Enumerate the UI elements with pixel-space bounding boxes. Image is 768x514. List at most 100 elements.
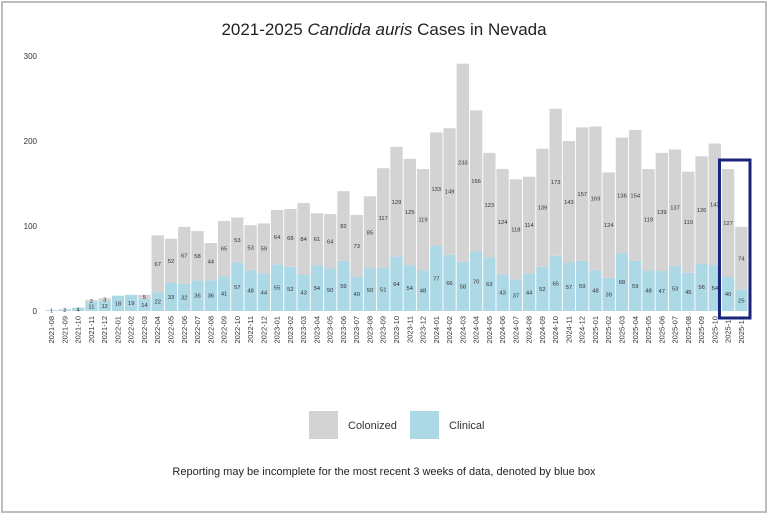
bar-clinical	[456, 261, 469, 311]
bar-colonized	[469, 110, 483, 252]
bar-label-colonized: 169	[591, 196, 601, 202]
bar-colonized	[708, 143, 722, 266]
bar-label-clinical: 55	[274, 286, 280, 292]
bar-label-colonized: 68	[287, 236, 293, 242]
legend: Colonized Clinical	[309, 411, 484, 439]
bar-clinical	[483, 257, 496, 311]
legend-label: Clinical	[449, 420, 484, 432]
bar-colonized	[284, 209, 297, 267]
bar-label-colonized: 139	[538, 206, 548, 212]
y-tick-label: 300	[24, 52, 38, 61]
bar-colonized	[562, 141, 576, 263]
bar-label-colonized: 136	[617, 193, 627, 199]
bar-label-colonized: 125	[405, 210, 415, 216]
bar-colonized	[310, 213, 324, 266]
bar-label-clinical: 41	[221, 292, 227, 298]
bar-label-colonized: 53	[234, 238, 240, 244]
bar-label-clinical: 52	[287, 287, 293, 293]
bar-colonized	[151, 235, 164, 293]
bar-clinical	[615, 253, 629, 311]
x-tick-label: 2023-11	[405, 316, 414, 343]
x-tick-label: 2025-06	[657, 316, 666, 344]
bar-clinical	[522, 273, 536, 311]
bar-clinical	[642, 270, 655, 311]
bar-label-clinical: 63	[486, 282, 492, 288]
x-tick-label: 2023-07	[352, 316, 361, 344]
bar-label-colonized: 84	[300, 237, 307, 243]
x-tick-label: 2025-10	[710, 316, 719, 344]
x-tick-label: 2024-01	[432, 316, 441, 344]
bar-colonized	[270, 209, 284, 265]
bar-colonized	[536, 148, 549, 267]
bar-label-colonized: 74	[738, 256, 745, 262]
bar-clinical	[204, 280, 217, 311]
bar-label-clinical: 48	[247, 289, 253, 295]
bar-label-colonized: 129	[392, 200, 402, 206]
bar-clinical	[244, 270, 257, 311]
bar-label-colonized: 5	[143, 295, 146, 301]
bar-label-colonized: 127	[723, 221, 733, 227]
bar-clinical	[71, 307, 85, 311]
bar-colonized	[178, 226, 191, 284]
x-tick-label: 2023-01	[273, 316, 282, 344]
x-tick-label: 2024-04	[472, 316, 481, 344]
bar-label-colonized: 124	[498, 220, 508, 226]
bar-label-colonized: 67	[181, 253, 187, 259]
bar-label-colonized: 137	[670, 206, 680, 212]
x-tick-label: 2025-05	[644, 316, 653, 344]
bar-label-clinical: 1	[50, 309, 53, 315]
x-tick-label: 2022-05	[167, 316, 176, 344]
bar-colonized	[297, 203, 310, 275]
bar-colonized	[589, 126, 602, 271]
bar-clinical	[403, 265, 416, 311]
x-tick-label: 2022-08	[206, 316, 215, 344]
bar-clinical	[217, 276, 231, 311]
bar-label-clinical: 39	[605, 292, 611, 298]
bar-label-colonized: 59	[261, 247, 267, 253]
bar-colonized	[416, 169, 430, 271]
bar-clinical	[509, 279, 523, 311]
bar-label-colonized: 143	[564, 200, 574, 206]
bar-label-colonized: 61	[314, 237, 320, 243]
x-tick-label: 2022-01	[113, 316, 122, 344]
x-tick-label: 2024-07	[511, 316, 520, 344]
x-tick-label: 2025-08	[684, 316, 693, 344]
bar-clinical	[602, 277, 615, 311]
bar-label-clinical: 70	[473, 279, 479, 285]
y-axis: 0 100 200 300	[24, 52, 38, 316]
x-tick-label: 2023-12	[419, 316, 428, 344]
chart-title: 2021-2025 Candida auris Cases in Nevada	[221, 20, 547, 39]
x-tick-label: 2025-02	[604, 316, 613, 344]
bar-clinical	[589, 270, 602, 311]
bar-clinical	[58, 309, 72, 311]
bar-label-colonized: 157	[577, 192, 587, 198]
x-tick-label: 2025-12	[737, 316, 746, 344]
bar-clinical	[682, 272, 695, 311]
bar-label-clinical: 48	[592, 289, 598, 295]
x-tick-label: 2024-11	[564, 316, 573, 343]
bar-label-colonized: 133	[431, 187, 441, 193]
bar-label-clinical: 37	[513, 293, 519, 299]
bar-label-clinical: 50	[367, 288, 373, 294]
chart-note: Reporting may be incomplete for the most…	[172, 466, 596, 478]
bar-colonized	[443, 128, 456, 255]
x-tick-label: 2022-10	[233, 316, 242, 344]
bar-label-clinical: 65	[552, 281, 558, 287]
bar-label-colonized: 119	[644, 218, 653, 224]
bar-colonized	[668, 149, 682, 266]
bar-clinical	[270, 264, 284, 311]
x-tick-label: 2021-12	[100, 316, 109, 344]
bar-clinical	[721, 277, 735, 311]
bar-label-colonized: 3	[103, 298, 106, 304]
legend-label: Colonized	[348, 420, 397, 432]
bar-label-clinical: 2	[63, 308, 66, 314]
legend-swatch	[309, 411, 338, 439]
bar-clinical	[164, 282, 178, 311]
bar-colonized	[721, 169, 735, 277]
x-tick-label: 2021-08	[47, 316, 56, 344]
bar-clinical	[191, 280, 204, 311]
bar-label-colonized: 85	[367, 230, 373, 236]
x-tick-label: 2024-12	[578, 316, 587, 344]
